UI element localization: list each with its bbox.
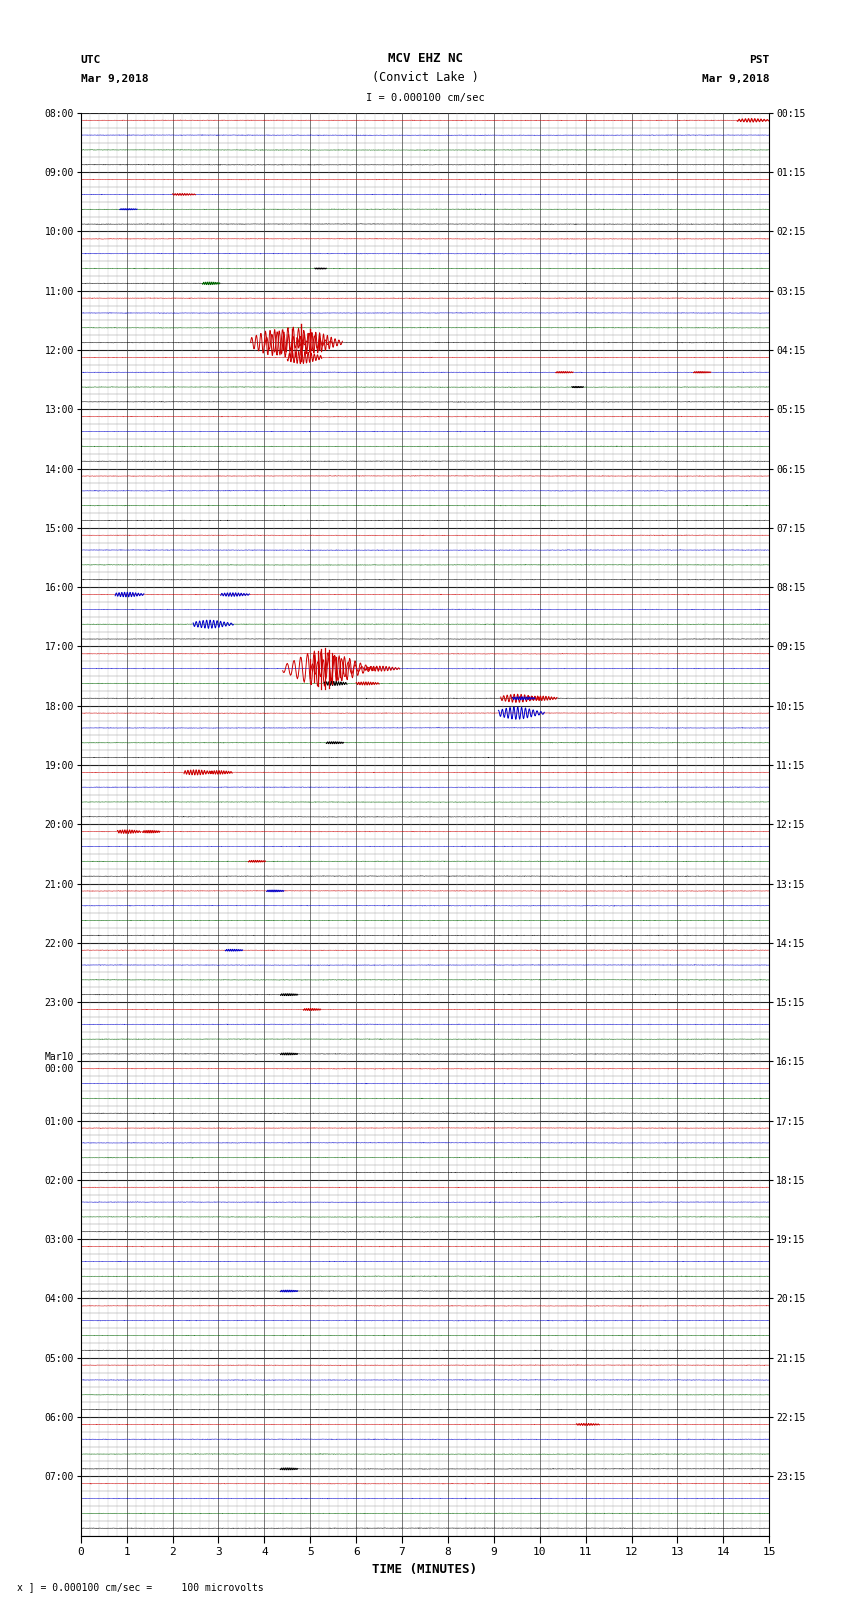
- Text: x ] = 0.000100 cm/sec =     100 microvolts: x ] = 0.000100 cm/sec = 100 microvolts: [17, 1582, 264, 1592]
- X-axis label: TIME (MINUTES): TIME (MINUTES): [372, 1563, 478, 1576]
- Text: Mar 9,2018: Mar 9,2018: [81, 74, 148, 84]
- Text: UTC: UTC: [81, 55, 101, 65]
- Text: I = 0.000100 cm/sec: I = 0.000100 cm/sec: [366, 94, 484, 103]
- Text: Mar 9,2018: Mar 9,2018: [702, 74, 769, 84]
- Text: PST: PST: [749, 55, 769, 65]
- Text: MCV EHZ NC: MCV EHZ NC: [388, 52, 462, 65]
- Text: (Convict Lake ): (Convict Lake ): [371, 71, 479, 84]
